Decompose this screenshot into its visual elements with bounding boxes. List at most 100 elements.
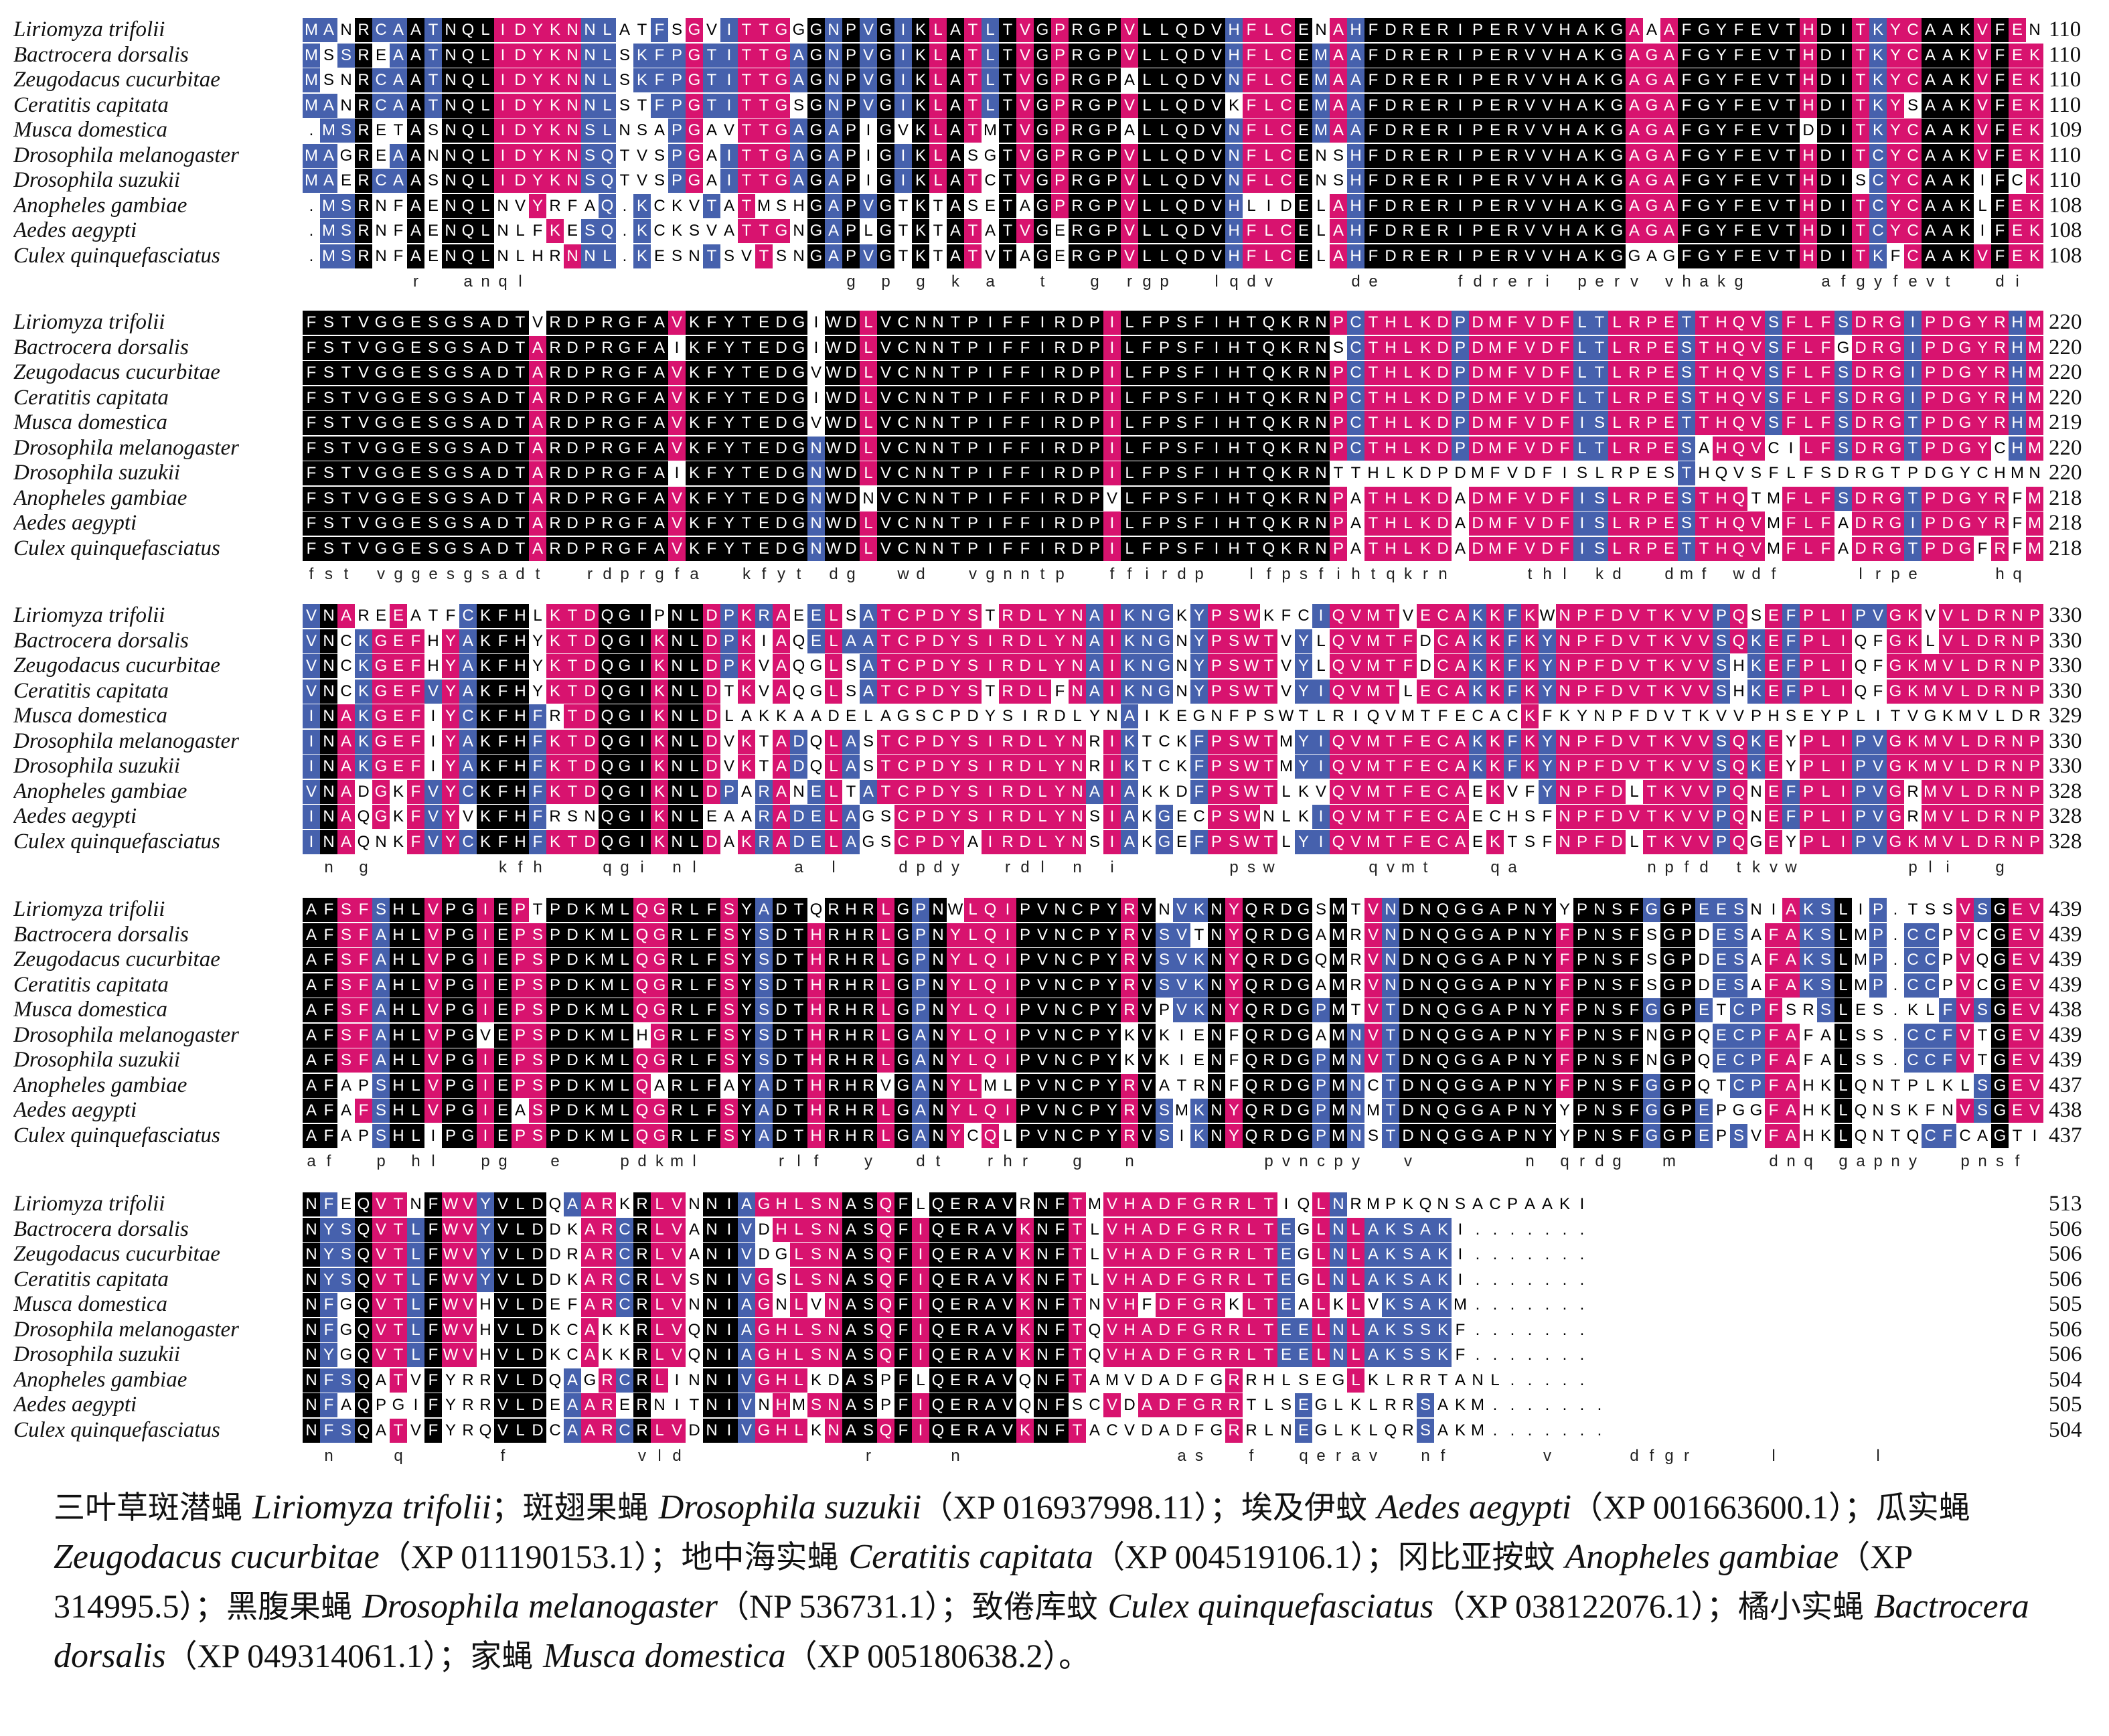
residue: D: [564, 1048, 581, 1073]
residue: K: [1869, 43, 1887, 68]
residue: .: [1504, 1293, 1521, 1317]
consensus-residue: [529, 1150, 546, 1174]
residue: F: [1190, 461, 1208, 485]
residue: S: [720, 973, 738, 998]
residue: D: [929, 679, 947, 704]
residue: R: [1295, 436, 1312, 461]
residue: Q: [1434, 948, 1452, 972]
residue: V: [1138, 1123, 1156, 1148]
residue: F: [1190, 411, 1208, 435]
residue: K: [1121, 629, 1138, 653]
residue: L: [1608, 335, 1626, 360]
residue: P: [512, 1048, 529, 1073]
residue: V: [1364, 973, 1382, 998]
residue: P: [668, 93, 686, 118]
residue: P: [1713, 604, 1730, 628]
residue: L: [1800, 386, 1817, 410]
residue: V: [1539, 219, 1556, 243]
residue: C: [1869, 143, 1887, 168]
residue: M: [599, 948, 616, 972]
residue: L: [1608, 436, 1626, 461]
residue: I: [1834, 679, 1852, 704]
residue: Y: [947, 805, 964, 829]
residue: I: [1782, 436, 1800, 461]
residue: G: [390, 411, 407, 435]
residue: I: [633, 779, 651, 804]
residue: K: [1469, 629, 1486, 653]
residue: F: [303, 411, 320, 435]
residue: P: [1086, 411, 1103, 435]
residue: N: [668, 704, 686, 728]
residue: V: [1678, 779, 1695, 804]
residue: L: [1312, 244, 1330, 268]
residue: V: [1016, 169, 1034, 193]
residue: V: [1765, 93, 1782, 118]
residue: V: [1678, 830, 1695, 854]
residue: H: [1382, 411, 1399, 435]
residue: P: [964, 436, 982, 461]
residue: N: [442, 18, 459, 42]
residue: G: [1643, 43, 1660, 68]
residue: T: [1243, 511, 1260, 536]
consensus-residue: [894, 1150, 912, 1174]
species-label: Musca domestica: [13, 998, 168, 1022]
consensus-residue: [459, 1150, 477, 1174]
residue: T: [929, 219, 947, 243]
residue: D: [1277, 923, 1295, 947]
residue: T: [1747, 486, 1765, 511]
residue: A: [1330, 244, 1347, 268]
residue: A: [320, 93, 337, 118]
residue: I: [1260, 193, 1277, 218]
residue: K: [1190, 948, 1208, 972]
residue: A: [1922, 219, 1939, 243]
residue: Q: [1330, 629, 1347, 653]
residue: F: [1243, 119, 1260, 143]
residue: D: [929, 830, 947, 854]
residue: Q: [982, 1099, 999, 1123]
residue: K: [1486, 654, 1504, 678]
residue: K: [1904, 830, 1922, 854]
residue: E: [1277, 1318, 1295, 1342]
residue: V: [999, 1217, 1016, 1242]
residue: V: [999, 1267, 1016, 1292]
residue: L: [964, 1048, 982, 1073]
residue: Q: [1295, 1192, 1312, 1216]
residue: F: [1765, 973, 1782, 998]
residue: P: [1469, 68, 1486, 92]
residue: S: [720, 1023, 738, 1048]
residue: I: [477, 973, 494, 998]
residue: H: [2009, 311, 2026, 335]
residue: K: [581, 1073, 599, 1098]
residue: K: [564, 1267, 581, 1292]
residue: K: [1660, 604, 1678, 628]
residue: N: [2009, 729, 2026, 754]
residue: V: [1034, 1023, 1051, 1048]
residue: W: [825, 311, 842, 335]
residue: G: [1869, 461, 1887, 485]
residue: Y: [1103, 1048, 1121, 1073]
residue: R: [355, 119, 372, 143]
residue: H: [1713, 511, 1730, 536]
residue: G: [1939, 461, 1956, 485]
consensus-residue: d: [899, 858, 908, 876]
consensus-residue: n: [1073, 858, 1082, 876]
residue: T: [929, 193, 947, 218]
position-number: 439: [2049, 1022, 2082, 1047]
residue: Q: [1243, 973, 1260, 998]
residue: L: [1138, 244, 1156, 268]
residue: I: [1556, 461, 1573, 485]
residue: V: [2026, 1048, 2043, 1073]
residue: R: [964, 1318, 982, 1342]
residue: D: [929, 629, 947, 653]
residue: Q: [1330, 604, 1347, 628]
consensus-residue: v: [1387, 858, 1395, 876]
residue: A: [651, 511, 668, 536]
residue: G: [1034, 93, 1051, 118]
residue: N: [1138, 654, 1156, 678]
residue: R: [860, 1073, 877, 1098]
residue: Y: [947, 654, 964, 678]
residue: L: [1399, 335, 1417, 360]
residue: T: [947, 436, 964, 461]
residue: R: [1504, 244, 1521, 268]
residue: T: [390, 1243, 407, 1267]
